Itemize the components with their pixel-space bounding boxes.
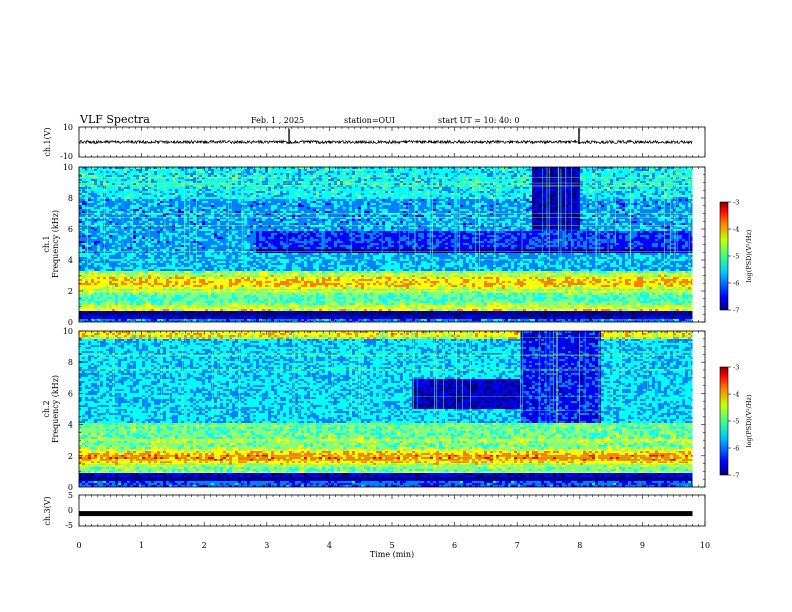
ch1-spectrogram-ticks: 0 2 4 6 8 10 — [63, 163, 706, 327]
colorbar-tick-label: -5 — [733, 418, 739, 426]
freq-tick-label: 4 — [68, 421, 73, 430]
ch1-colorbar-label: log(PSD)(V²/Hz) — [745, 229, 753, 282]
ch3-waveform-frame — [78, 494, 706, 527]
time-axis-tick-labels: 0 1 2 3 4 5 6 7 8 9 10 — [76, 541, 710, 550]
ch3-waveform-ytick-minus5: -5 — [65, 521, 73, 530]
station-label: station=OUI — [344, 116, 395, 125]
time-tick-label: 4 — [327, 541, 332, 550]
start-time-label: start UT = 10: 40: 0 — [438, 116, 519, 125]
freq-tick-label: 8 — [68, 194, 73, 203]
colorbar-tick-label: -3 — [733, 199, 739, 207]
colorbar-tick-label: -4 — [733, 391, 739, 399]
ch2-colorbar-label: log(PSD)(V²/Hz) — [745, 394, 753, 447]
colorbar-tick-label: -3 — [733, 364, 739, 372]
ch2-colorbar: -3 -4 -5 -6 -7 log(PSD)(V²/Hz) — [719, 364, 753, 480]
ch1-spectrogram-panel: 0 2 4 6 8 10 ch.1 Frequency (kHz) -3 -4 -5 -6 -7 … — [42, 163, 753, 327]
ch1-colorbar-gradient — [719, 201, 729, 311]
time-tick-label: 8 — [577, 541, 582, 550]
figure-title: VLF Spectra — [79, 113, 150, 126]
ch1-waveform-ylabel: ch.1(V) — [43, 127, 52, 156]
ch1-colorbar: -3 -4 -5 -6 -7 log(PSD)(V²/Hz) — [719, 199, 753, 315]
ch1-waveform-ytick-bottom: -10 — [60, 152, 73, 161]
freq-tick-label: 0 — [68, 483, 73, 492]
ch1-spectrogram-heatmap — [79, 167, 705, 322]
time-tick-label: 7 — [515, 541, 520, 550]
time-tick-label: 3 — [264, 541, 269, 550]
freq-tick-label: 6 — [68, 389, 73, 398]
ch2-spectrogram-ylabel-channel: ch.2 — [42, 400, 51, 417]
ch3-waveform-ticks — [78, 495, 706, 526]
ch1-waveform-ytick-top: 10 — [63, 123, 73, 132]
colorbar-tick-label: -7 — [733, 472, 739, 480]
time-tick-label: 6 — [452, 541, 457, 550]
ch2-spectrogram-panel: 0 2 4 6 8 10 ch.2 Frequency (kHz) -3 -4 -5 -6 -7 … — [42, 327, 753, 492]
time-tick-label: 5 — [389, 541, 394, 550]
colorbar-tick-label: -6 — [733, 280, 739, 288]
freq-tick-label: 4 — [68, 256, 73, 265]
ch3-waveform-ytick-0: 0 — [68, 506, 73, 515]
colorbar-tick-label: -6 — [733, 445, 739, 453]
ch2-colorbar-gradient — [719, 366, 729, 476]
time-tick-label: 0 — [76, 541, 81, 550]
ch3-waveform-ylabel: ch.3(V) — [43, 496, 52, 525]
ch1-spectrogram-ylabel-channel: ch.1 — [42, 235, 51, 252]
ch1-waveform-ticks — [78, 127, 706, 157]
ch1-waveform-line — [78, 128, 693, 145]
time-axis-label: Time (min) — [370, 550, 414, 559]
ch1-waveform-panel: 10 -10 ch.1(V) — [43, 123, 706, 161]
colorbar-tick-label: -4 — [733, 226, 739, 234]
time-tick-label: 10 — [700, 541, 710, 550]
ch2-spectrogram-ylabel-freq: Frequency (kHz) — [51, 375, 60, 443]
colorbar-tick-label: -7 — [733, 307, 739, 315]
freq-tick-label: 2 — [68, 452, 73, 461]
freq-tick-label: 2 — [68, 287, 73, 296]
ch3-waveform-ytick-5: 5 — [68, 491, 73, 500]
time-tick-label: 2 — [202, 541, 207, 550]
freq-tick-label: 8 — [68, 358, 73, 367]
freq-tick-label: 10 — [63, 327, 73, 336]
date-label: Feb. 1 , 2025 — [251, 116, 304, 125]
freq-tick-label: 0 — [68, 318, 73, 327]
ch1-spectrogram-ylabel-freq: Frequency (kHz) — [51, 210, 60, 278]
colorbar-tick-label: -5 — [733, 253, 739, 261]
ch3-waveform-line — [79, 511, 693, 517]
time-tick-label: 9 — [640, 541, 645, 550]
freq-tick-label: 6 — [68, 225, 73, 234]
ch2-spectrogram-ticks: 0 2 4 6 8 10 — [63, 327, 706, 492]
time-tick-label: 1 — [139, 541, 144, 550]
freq-tick-label: 10 — [63, 163, 73, 172]
ch2-spectrogram-heatmap — [79, 331, 705, 487]
ch3-waveform-panel: 5 0 -5 ch.3(V) — [43, 491, 706, 530]
